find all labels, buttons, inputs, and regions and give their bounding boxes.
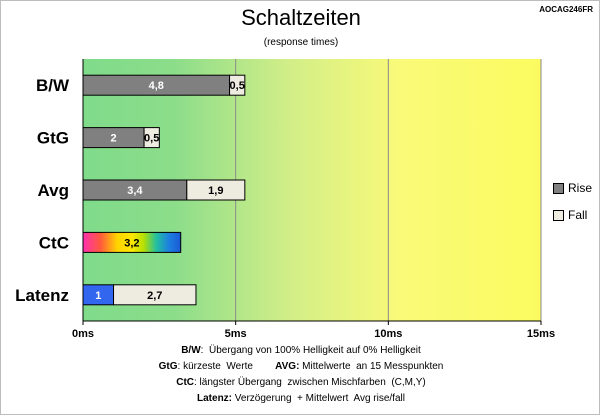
footnote-key-avg: AVG: <box>275 361 300 372</box>
bar-latenz-fall <box>113 284 197 306</box>
legend-swatch-fall <box>553 210 564 221</box>
data-label-b-w-fall: 0,5 <box>230 80 245 92</box>
footnote-text-ctc: : längster Übergang zwischen Mischfarben… <box>194 377 426 388</box>
x-tick-label-5: 5ms <box>225 328 247 340</box>
category-label-ctc: CtC <box>39 233 69 252</box>
footnote-key-ctc: CtC <box>176 377 194 388</box>
data-label-latenz-delay: 1 <box>95 290 101 302</box>
legend-label-rise: Rise <box>568 181 593 195</box>
data-label-avg-rise: 3,4 <box>127 185 143 197</box>
data-label-b-w-rise: 4,8 <box>149 80 164 92</box>
model-label: AOCAG246FR <box>539 5 593 14</box>
footnote-text-gtg: : kürzeste Werte <box>177 361 276 372</box>
x-tick-label-10: 10ms <box>374 328 402 340</box>
category-label-avg: Avg <box>38 181 70 200</box>
bar-ctc <box>82 231 182 253</box>
footnote-line-4: Latenz: Verzögerung + Mittelwert Avg ris… <box>1 393 600 404</box>
chart-subtitle: (response times) <box>263 37 339 48</box>
footnote-line-3: CtC: längster Übergang zwischen Mischfar… <box>1 377 600 388</box>
footnote-line-1: B/W: Übergang von 100% Helligkeit auf 0%… <box>1 345 600 356</box>
data-label-gtg-fall: 0,5 <box>144 133 159 145</box>
data-label-gtg-rise: 2 <box>110 133 116 145</box>
footnote-key-bw: B/W <box>181 345 201 356</box>
footnote-text-avg: Mittelwerte an 15 Messpunkten <box>299 361 444 372</box>
footnote-text-latenz: Verzögerung + Mittelwert Avg rise/fall <box>232 393 405 404</box>
category-label-gtg: GtG <box>37 129 69 148</box>
chart-title: Schaltzeiten <box>241 5 361 30</box>
footnote-key-gtg: GtG <box>158 361 178 372</box>
bar-gtg-fall <box>143 127 160 149</box>
category-label-latenz: Latenz <box>15 286 69 305</box>
footnote-key-latenz: Latenz: <box>197 393 233 404</box>
footnote-line-2: GtG: kürzeste Werte AVG: Mittelwerte an … <box>1 361 600 372</box>
bar-avg-fall <box>186 179 246 201</box>
footnote-text-bw: : Übergang von 100% Helligkeit auf 0% He… <box>200 345 421 356</box>
legend-swatch-rise <box>553 183 564 194</box>
legend-label-fall: Fall <box>568 208 588 222</box>
x-tick-label-0: 0ms <box>72 328 94 340</box>
data-label-ctc: 3,2 <box>124 237 139 249</box>
category-label-b-w: B/W <box>36 76 70 95</box>
data-label-latenz-fall: 2,7 <box>147 290 162 302</box>
x-tick-label-15: 15ms <box>527 328 555 340</box>
bar-b-w-fall <box>229 74 246 96</box>
data-label-avg-fall: 1,9 <box>208 185 223 197</box>
